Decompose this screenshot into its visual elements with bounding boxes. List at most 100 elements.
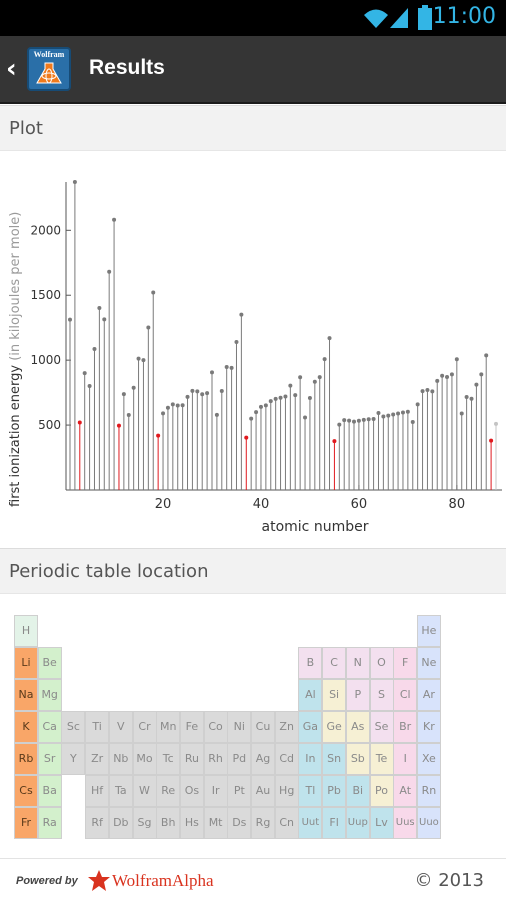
element-mg[interactable]: Mg [37, 679, 62, 711]
element-ti[interactable]: Ti [85, 711, 110, 743]
element-ds[interactable]: Ds [227, 807, 252, 839]
element-zn[interactable]: Zn [274, 711, 299, 743]
element-f[interactable]: F [393, 647, 418, 679]
element-rn[interactable]: Rn [416, 775, 441, 807]
element-sb[interactable]: Sb [345, 743, 370, 775]
element-mn[interactable]: Mn [156, 711, 181, 743]
element-at[interactable]: At [393, 775, 418, 807]
element-sg[interactable]: Sg [132, 807, 157, 839]
element-ru[interactable]: Ru [179, 743, 204, 775]
element-co[interactable]: Co [203, 711, 228, 743]
wolfram-alpha-logo[interactable]: WolframAlpha [112, 871, 214, 890]
element-si[interactable]: Si [322, 679, 347, 711]
element-as[interactable]: As [345, 711, 370, 743]
element-cn[interactable]: Cn [274, 807, 299, 839]
element-au[interactable]: Au [251, 775, 275, 807]
element-rb[interactable]: Rb [14, 743, 38, 775]
element-tc[interactable]: Tc [156, 743, 181, 775]
element-hg[interactable]: Hg [274, 775, 299, 807]
element-pt[interactable]: Pt [227, 775, 252, 807]
element-uup[interactable]: Uup [345, 807, 370, 839]
element-ag[interactable]: Ag [251, 743, 275, 775]
element-ga[interactable]: Ga [298, 711, 323, 743]
element-ta[interactable]: Ta [108, 775, 133, 807]
element-ne[interactable]: Ne [416, 647, 441, 679]
element-tl[interactable]: Tl [298, 775, 323, 807]
element-li[interactable]: Li [14, 647, 38, 679]
element-pd[interactable]: Pd [227, 743, 252, 775]
element-po[interactable]: Po [369, 775, 394, 807]
element-kr[interactable]: Kr [416, 711, 441, 743]
element-o[interactable]: O [369, 647, 394, 679]
element-y[interactable]: Y [61, 743, 86, 775]
clock: 11:00 [432, 4, 496, 29]
element-hf[interactable]: Hf [85, 775, 110, 807]
element-ba[interactable]: Ba [37, 775, 62, 807]
element-br[interactable]: Br [393, 711, 418, 743]
element-rh[interactable]: Rh [203, 743, 228, 775]
element-rf[interactable]: Rf [85, 807, 110, 839]
element-te[interactable]: Te [369, 743, 394, 775]
data-point [347, 418, 352, 423]
logo-text: Wolfram [33, 50, 65, 59]
element-zr[interactable]: Zr [85, 743, 110, 775]
element-s[interactable]: S [369, 679, 394, 711]
element-i[interactable]: I [393, 743, 418, 775]
element-hs[interactable]: Hs [179, 807, 204, 839]
element-sr[interactable]: Sr [37, 743, 62, 775]
element-be[interactable]: Be [37, 647, 62, 679]
element-p[interactable]: P [345, 679, 370, 711]
element-fe[interactable]: Fe [179, 711, 204, 743]
y-axis-label: first ionization energy (in kilojoules p… [8, 212, 23, 507]
element-h[interactable]: H [14, 615, 38, 647]
element-w[interactable]: W [132, 775, 157, 807]
element-in[interactable]: In [298, 743, 323, 775]
element-ca[interactable]: Ca [37, 711, 62, 743]
element-ar[interactable]: Ar [416, 679, 441, 711]
data-point [102, 317, 107, 322]
element-cd[interactable]: Cd [274, 743, 299, 775]
data-point [298, 375, 303, 380]
wolfram-app-logo[interactable]: Wolfram [27, 47, 71, 91]
element-cs[interactable]: Cs [14, 775, 38, 807]
element-bi[interactable]: Bi [345, 775, 370, 807]
element-lv[interactable]: Lv [369, 807, 394, 839]
element-b[interactable]: B [298, 647, 323, 679]
element-nb[interactable]: Nb [108, 743, 133, 775]
element-c[interactable]: C [322, 647, 347, 679]
element-na[interactable]: Na [14, 679, 38, 711]
element-uuo[interactable]: Uuo [416, 807, 441, 839]
periodic-section-title: Periodic table location [9, 561, 209, 582]
element-rg[interactable]: Rg [251, 807, 275, 839]
element-ni[interactable]: Ni [227, 711, 252, 743]
element-al[interactable]: Al [298, 679, 323, 711]
element-fr[interactable]: Fr [14, 807, 38, 839]
element-mo[interactable]: Mo [132, 743, 157, 775]
element-os[interactable]: Os [179, 775, 204, 807]
element-sc[interactable]: Sc [61, 711, 86, 743]
element-ge[interactable]: Ge [322, 711, 347, 743]
element-uut[interactable]: Uut [298, 807, 323, 839]
element-cr[interactable]: Cr [132, 711, 157, 743]
element-cu[interactable]: Cu [251, 711, 275, 743]
element-ra[interactable]: Ra [37, 807, 62, 839]
data-point [410, 419, 415, 424]
element-sn[interactable]: Sn [322, 743, 347, 775]
element-ir[interactable]: Ir [203, 775, 228, 807]
element-n[interactable]: N [345, 647, 370, 679]
back-chevron-icon[interactable]: ‹ [6, 54, 17, 84]
element-k[interactable]: K [14, 711, 38, 743]
element-se[interactable]: Se [369, 711, 394, 743]
element-re[interactable]: Re [156, 775, 181, 807]
element-uus[interactable]: Uus [393, 807, 418, 839]
element-xe[interactable]: Xe [416, 743, 441, 775]
element-mt[interactable]: Mt [203, 807, 228, 839]
element-he[interactable]: He [416, 615, 441, 647]
element-v[interactable]: V [108, 711, 133, 743]
element-bh[interactable]: Bh [156, 807, 181, 839]
element-db[interactable]: Db [108, 807, 133, 839]
element-cl[interactable]: Cl [393, 679, 418, 711]
element-fl[interactable]: Fl [322, 807, 347, 839]
element-pb[interactable]: Pb [322, 775, 347, 807]
periodic-section-header: Periodic table location [0, 548, 506, 594]
